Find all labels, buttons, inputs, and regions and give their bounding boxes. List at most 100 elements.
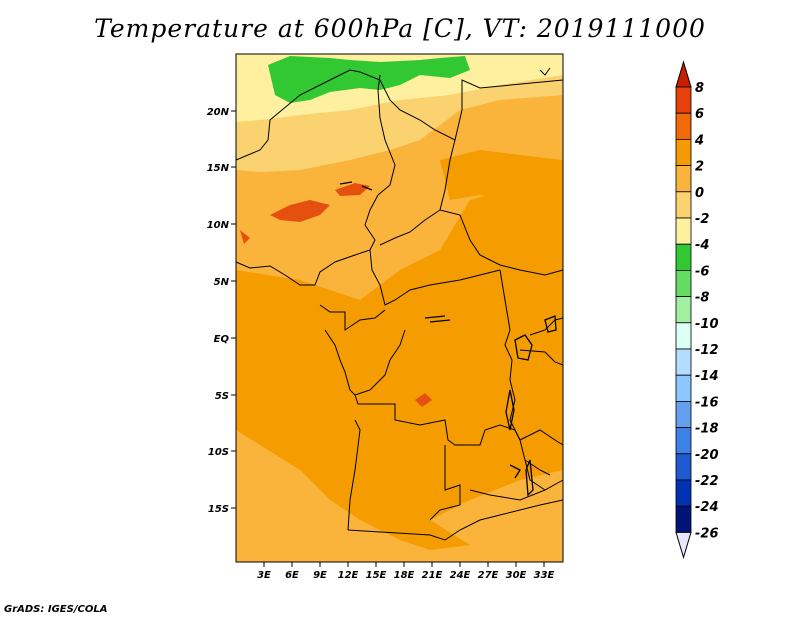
colorbar-box [675, 479, 692, 507]
lat-label-10s: 10S [208, 447, 229, 458]
border-zambia-east [469, 479, 564, 501]
colorbar-label: 6 [695, 107, 704, 122]
border-gabon [319, 304, 386, 331]
colorbar-box [675, 269, 692, 297]
colorbar-box [675, 427, 692, 455]
border-egypt-coast [539, 67, 551, 76]
colorbar-box [675, 191, 692, 219]
colorbar-box [675, 165, 692, 193]
map-frame [235, 53, 564, 563]
warm-patch-east [440, 150, 563, 210]
map-area [236, 54, 563, 562]
colorbar-bottom-arrow [675, 531, 692, 560]
colorbar-label: 2 [695, 160, 704, 175]
hot-spot-west [270, 200, 330, 222]
lon-label-3e: 3E [257, 570, 271, 581]
lon-label-27e: 27E [478, 570, 499, 581]
lake-tanganyika [505, 389, 515, 431]
lon-label-18e: 18E [394, 570, 415, 581]
warm-band-southeast [430, 470, 563, 545]
colorbar-box [675, 322, 692, 350]
lake-mweru [509, 464, 521, 479]
lon-label-33e: 33E [534, 570, 555, 581]
colorbar-label: -8 [695, 291, 709, 306]
colorbar-label: -24 [695, 500, 719, 515]
colorbar-label: 4 [694, 133, 704, 148]
lon-label-15e: 15E [366, 570, 387, 581]
colorbar-box [675, 217, 692, 245]
lat-label-15s: 15S [208, 504, 229, 515]
map-title: Temperature at 600hPa [C], VT: 201911100… [94, 14, 706, 43]
border-drc-south [354, 394, 521, 446]
colorbar-box [675, 348, 692, 376]
colorbar-box [675, 296, 692, 324]
colorbar-box [675, 453, 692, 481]
border-sudan-south [439, 209, 564, 276]
border-niger-chad [377, 74, 396, 196]
lat-label-eq: EQ [214, 334, 230, 345]
lon-label-12e: 12E [338, 570, 359, 581]
colorbar-label: -6 [695, 264, 709, 279]
country-borders [235, 67, 564, 541]
border-car [369, 249, 501, 306]
colorbar-label: -4 [695, 238, 709, 253]
colorbar-label: -12 [695, 343, 719, 358]
colorbar-box [675, 400, 692, 428]
colorbar-box [675, 86, 692, 114]
border-sahara [235, 69, 564, 161]
colorbar-label: -2 [695, 212, 709, 227]
longitude-axis: 3E 6E 9E 12E 15E 18E 21E 24E 27E 30E 33E [257, 562, 555, 581]
border-angola-west [347, 419, 361, 531]
credit-text: GrADS: IGES/COLA [4, 604, 108, 615]
colorbar-label: -22 [695, 474, 719, 489]
colorbar-label: -14 [695, 369, 719, 384]
latitude-axis: 20N 15N 10N 5N EQ 5S 10S 15S [207, 107, 236, 515]
hot-spot-central [415, 393, 432, 407]
border-tanzania [519, 429, 564, 446]
river-congo [424, 315, 451, 323]
lat-label-5s: 5S [215, 391, 229, 402]
lake-malawi [525, 459, 534, 497]
lon-label-6e: 6E [285, 570, 299, 581]
lakes [339, 181, 557, 497]
colorbar-labels: 8 6 4 2 0 -2 -4 -6 -8 -10 -12 -14 -16 -18 -20 -22 -24 -26 [694, 81, 719, 541]
colorbar-label: -18 [695, 422, 719, 437]
border-kenya [519, 349, 564, 366]
colorbar-top-arrow [675, 60, 692, 88]
lon-label-30e: 30E [506, 570, 527, 581]
colorbar-box [675, 138, 692, 166]
colorbar-box [675, 243, 692, 271]
lon-label-24e: 24E [450, 570, 471, 581]
lon-label-9e: 9E [313, 570, 327, 581]
border-great-lakes [499, 269, 551, 476]
lat-label-5n: 5N [214, 277, 230, 288]
lat-label-10n: 10N [207, 220, 230, 231]
border-angola-zambia [429, 445, 461, 521]
border-chad-sudan [379, 139, 456, 246]
colorbar-boxes [675, 60, 692, 560]
cold-area-green [268, 56, 470, 103]
colorbar-label: -16 [695, 395, 719, 410]
lon-label-21e: 21E [422, 570, 443, 581]
hot-spot-coast [240, 230, 250, 244]
warm-band-south [236, 430, 563, 562]
colorbar-box [675, 374, 692, 402]
border-west-africa-coast [235, 194, 379, 286]
colorbar-label: 0 [695, 186, 704, 201]
hot-spot-north [335, 183, 370, 196]
border-namibia [347, 499, 564, 541]
lat-label-15n: 15N [207, 163, 230, 174]
colorbar-box [675, 505, 692, 533]
lake-turkana [544, 315, 557, 333]
lake-chad [339, 181, 373, 191]
colorbar-label: -26 [695, 526, 719, 541]
colorbar-box [675, 112, 692, 140]
colorbar-label: -20 [695, 448, 719, 463]
lat-label-20n: 20N [207, 107, 230, 118]
lake-victoria [514, 334, 533, 361]
border-uganda [529, 317, 564, 336]
colorbar-label: -10 [695, 317, 719, 332]
colorbar-label: 8 [695, 81, 704, 96]
colorbar: 8 6 4 2 0 -2 -4 -6 -8 -10 -12 -14 -16 -18 -20 -22 -24 -26 [675, 60, 719, 560]
